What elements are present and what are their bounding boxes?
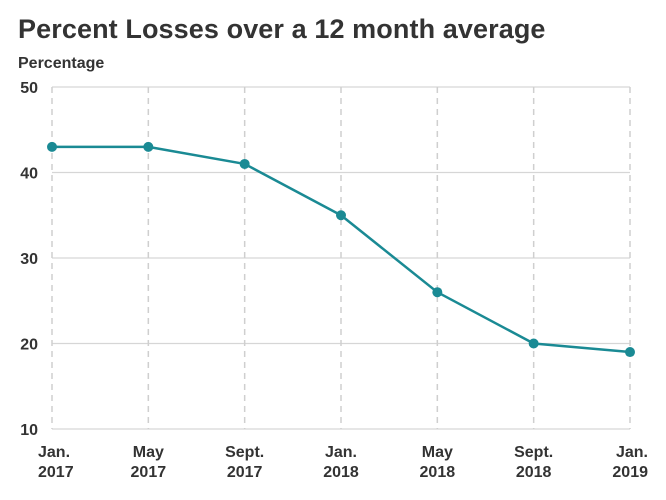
- x-tick-label: Jan.: [325, 444, 357, 461]
- x-tick-label: Jan.: [38, 444, 70, 461]
- x-tick-label: 2018: [516, 464, 552, 481]
- x-tick-label: May: [133, 444, 164, 461]
- data-point: [625, 347, 635, 358]
- x-tick-label: Sept.: [514, 444, 553, 461]
- y-axis-label: Percentage: [18, 55, 105, 72]
- data-point: [239, 158, 250, 169]
- y-tick-label: 10: [20, 422, 38, 439]
- data-point: [143, 141, 154, 152]
- x-tick-label: 2017: [131, 464, 167, 481]
- data-point: [336, 210, 346, 221]
- y-tick-label: 30: [20, 251, 38, 268]
- y-tick-label: 20: [20, 337, 38, 354]
- x-tick-label: 2018: [420, 464, 456, 481]
- x-tick-label: 2018: [323, 464, 359, 481]
- y-tick-label: 40: [20, 166, 38, 183]
- data-point: [528, 338, 539, 349]
- chart-title: Percent Losses over a 12 month average: [18, 14, 546, 44]
- x-tick-label: Jan.: [616, 444, 648, 461]
- data-point: [432, 287, 443, 298]
- x-tick-label: May: [422, 444, 453, 461]
- x-tick-label: 2017: [227, 464, 263, 481]
- x-tick-label: Sept.: [225, 444, 264, 461]
- x-tick-label: 2017: [38, 464, 74, 481]
- data-point: [47, 141, 57, 152]
- x-tick-label: 2019: [612, 464, 648, 481]
- y-tick-label: 50: [20, 80, 38, 97]
